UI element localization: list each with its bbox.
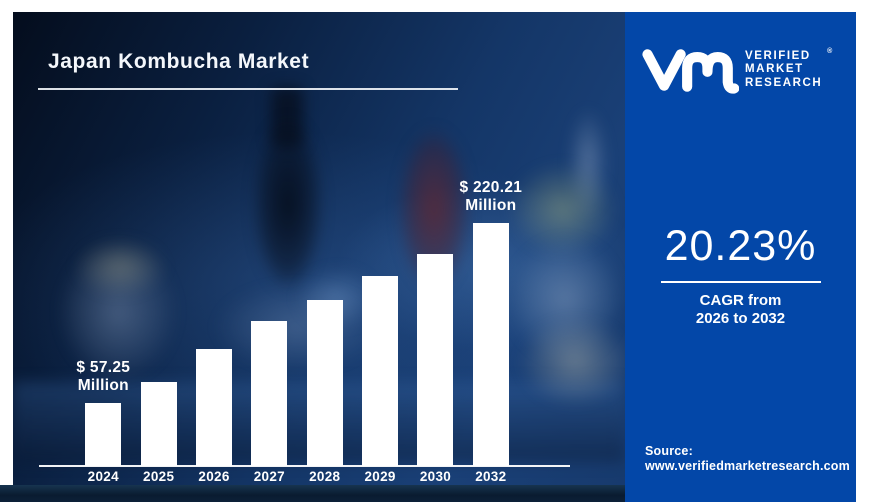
cagr-value: 20.23%: [664, 222, 817, 270]
bottom-edge-strip: [0, 485, 625, 502]
x-axis-line: [39, 465, 570, 467]
source-url[interactable]: www.verifiedmarketresearch.com: [645, 459, 850, 473]
x-tick-label-2030: 2030: [419, 469, 452, 484]
photo-fries-cup: [508, 237, 623, 362]
bar-2027: [251, 321, 288, 466]
photo-snacks-in-basket: [73, 237, 168, 297]
brand-panel: VERIFIED MARKET RESEARCH ® 20.23% CAGR f…: [625, 12, 856, 502]
bar-2032: [472, 223, 509, 466]
vmr-logo-icon: [642, 49, 739, 94]
photo-fry-basket: [58, 242, 178, 382]
bar-value-label-2024: $ 57.25 Million: [76, 359, 131, 394]
photo-scattered-snacks: [213, 282, 383, 372]
cagr-block: 20.23% CAGR from 2026 to 2032: [625, 222, 856, 328]
bar-2024: [85, 403, 122, 466]
title-underline: [38, 88, 458, 90]
bar-2028: [306, 300, 343, 466]
x-tick-label-2029: 2029: [364, 469, 396, 484]
source-label: Source:: [645, 444, 693, 458]
vmr-logo-text: VERIFIED MARKET RESEARCH ®: [745, 48, 832, 91]
bar-2026: [196, 349, 233, 466]
photo-fries: [508, 162, 618, 257]
cagr-caption-line1: CAGR from: [699, 292, 782, 309]
logo-line-research: RESEARCH: [745, 76, 823, 89]
logo-line-verified: VERIFIED: [745, 49, 811, 62]
cagr-underline: [660, 281, 821, 283]
bar-value-label-2032: $ 220.21 Million: [459, 179, 523, 214]
x-tick-label-2032: 2032: [475, 469, 507, 484]
registered-trademark-mark: ®: [827, 47, 833, 55]
bar-2025: [140, 382, 177, 466]
source-block: Source: www.verifiedmarketresearch.com: [645, 444, 850, 474]
logo-line-market: MARKET: [745, 63, 804, 76]
x-tick-label-2028: 2028: [309, 469, 341, 484]
photo-bottle: [253, 117, 323, 292]
photo-tongs: [568, 107, 608, 217]
bar-2030: [417, 254, 454, 466]
x-tick-label-2025: 2025: [143, 469, 175, 484]
cagr-caption-line2: 2026 to 2032: [695, 310, 786, 327]
x-tick-label-2026: 2026: [198, 469, 230, 484]
bar-2029: [362, 276, 399, 466]
photo-onion-rings: [518, 317, 625, 407]
page-title: Japan Kombucha Market: [48, 50, 310, 73]
bar-chart: Japan Kombucha Market 2024 2025 2026 2027 20…: [38, 50, 570, 484]
x-tick-label-2024: 2024: [87, 469, 119, 484]
vmr-logo: VERIFIED MARKET RESEARCH ®: [639, 46, 832, 94]
x-tick-label-2027: 2027: [253, 469, 285, 484]
